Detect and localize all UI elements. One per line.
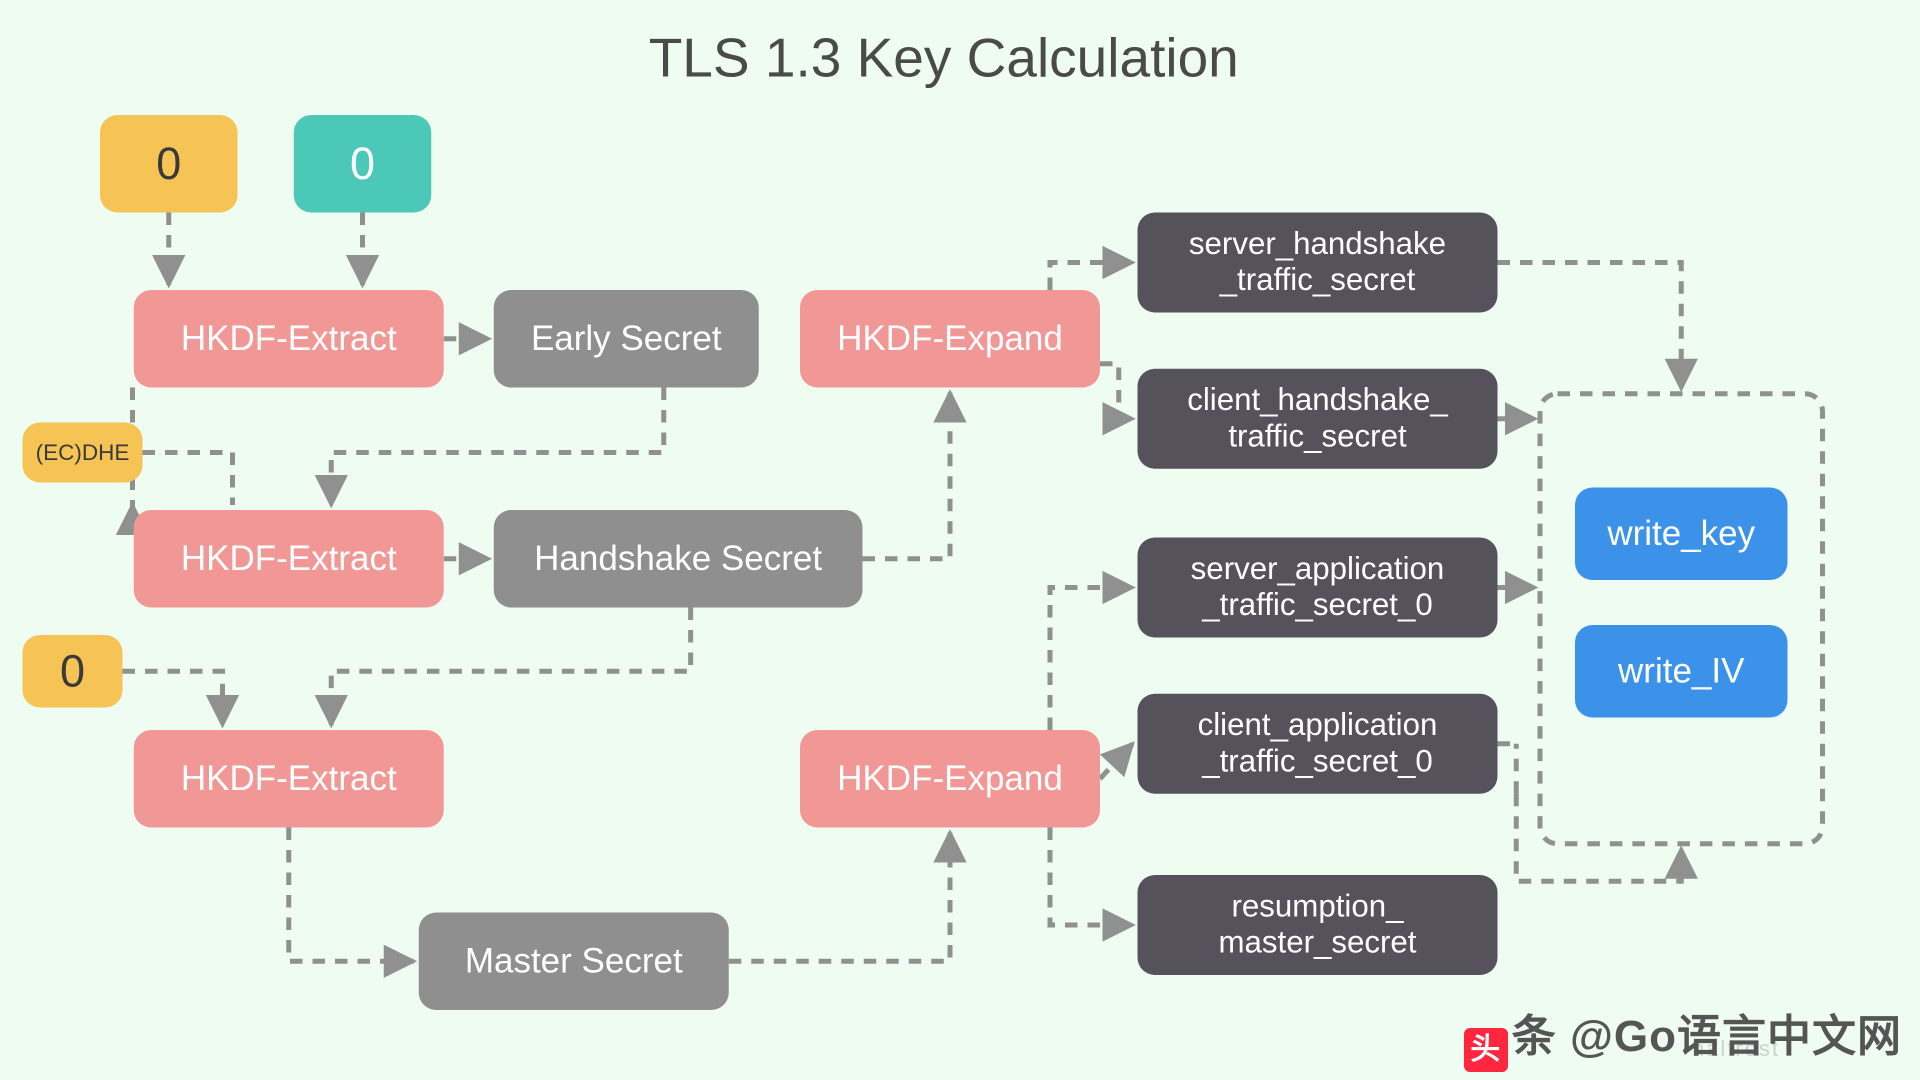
node-shts: server_handshake _traffic_secret [1138,213,1498,313]
watermark-text: 条 @Go语言中文网 [1512,1012,1902,1061]
node-sats: server_application _traffic_secret_0 [1138,538,1498,638]
node-wkey: write_key [1575,488,1788,581]
node-early: Early Secret [494,290,759,388]
node-hkdfE2: HKDF-Extract [134,510,444,608]
watermark-icon: 头 [1464,1028,1508,1072]
node-hkdfX2: HKDF-Expand [800,730,1100,828]
node-hkdfE1: HKDF-Extract [134,290,444,388]
node-master: Master Secret [419,913,729,1011]
node-ecdhe: (EC)DHE [23,423,143,483]
watermark-main: 头条 @Go语言中文网 [1464,1000,1902,1072]
node-zero1: 0 [100,115,238,213]
node-hkdfX1: HKDF-Expand [800,290,1100,388]
diagram-title: TLS 1.3 Key Calculation [0,28,1888,91]
node-hs: Handshake Secret [494,510,863,608]
node-zero2: 0 [294,115,432,213]
node-rms: resumption_ master_secret [1138,875,1498,975]
node-chts: client_handshake_ traffic_secret [1138,369,1498,469]
node-zero3: 0 [23,635,123,708]
node-cats: client_application _traffic_secret_0 [1138,694,1498,794]
node-hkdfE3: HKDF-Extract [134,730,444,828]
node-wiv: write_IV [1575,625,1788,718]
